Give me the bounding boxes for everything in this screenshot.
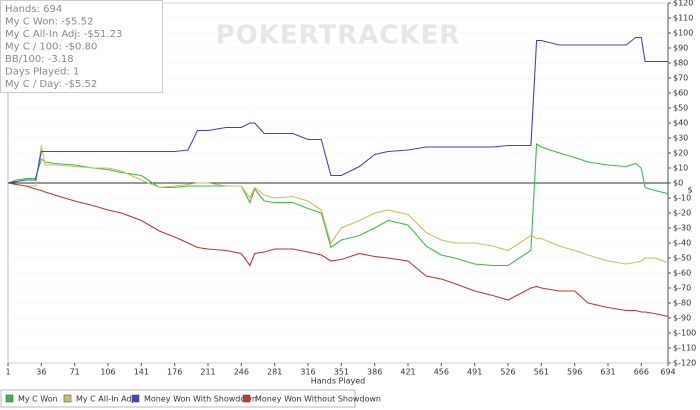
x-tick-label: 351 [334,368,349,377]
legend-swatch [5,394,14,403]
y-tick-label: $30 [673,134,688,143]
x-tick-label: 491 [467,368,482,377]
stat-line: My C Won: -$5.52 [5,17,93,28]
x-tick-label: 36 [36,368,46,377]
y-tick-label: $50 [673,104,688,113]
legend-label: My C Won [18,395,58,404]
y-tick-label: $-70 [673,284,691,293]
y-tick-label: $-90 [673,314,691,323]
stat-line: My C / 100: -$0.80 [5,42,97,53]
y-tick-label: $-10 [673,194,691,203]
x-tick-label: 316 [300,368,315,377]
x-tick-label: 71 [70,368,80,377]
x-tick-label: 281 [267,368,282,377]
x-tick-label: 666 [634,368,649,377]
y-tick-label: $40 [673,119,688,128]
x-tick-label: 386 [367,368,382,377]
y-tick-label: $110 [673,14,693,23]
legend-swatch [242,394,251,403]
x-tick-label: 176 [167,368,182,377]
series-line [7,145,669,265]
y-axis-title: $ [687,186,692,195]
stats-box [0,0,163,93]
x-tick-label: 1 [5,368,10,377]
x-tick-label: 421 [400,368,415,377]
y-tick-label: $90 [673,44,688,53]
stat-line: BB/100: -3.18 [5,54,74,65]
x-tick-label: 211 [200,368,215,377]
legend-label: Money Won With Showdown [144,395,257,404]
legend-swatch [63,394,72,403]
y-tick-label: $-40 [673,239,691,248]
y-tick-label: $-20 [673,209,691,218]
lines [7,2,669,364]
x-tick-label: 561 [534,368,549,377]
x-tick-label: 526 [500,368,515,377]
y-tick-label: $-100 [673,329,696,338]
stat-line: Days Played: 1 [5,67,79,78]
x-tick-label: 246 [234,368,249,377]
y-tick-label: $0 [673,179,683,188]
y-tick-label: $-110 [673,344,696,353]
x-tick-label: 106 [100,368,115,377]
legend-label: My C All-In Adj [76,395,134,404]
y-tick-label: $120 [673,0,693,8]
y-tick-label: $70 [673,74,688,83]
y-tick-label: $100 [673,29,693,38]
y-tick-label: $-60 [673,269,691,278]
series-line [7,143,669,267]
legend-box [0,389,356,408]
x-axis-title: Hands Played [311,377,365,386]
stat-line: My C All-In Adj: -$51.23 [5,29,122,40]
y-tick-label: $-120 [673,359,696,368]
x-tick-label: 141 [134,368,149,377]
x-tick-label: 631 [600,368,615,377]
stat-line: My C / Day: -$5.52 [5,79,97,90]
legend-swatch [131,394,140,403]
watermark: POKERTRACKER [216,21,461,51]
legend-label: Money Won Without Showdown [255,395,381,404]
y-tick-label: $10 [673,164,688,173]
y-tick-label: $80 [673,59,688,68]
x-tick-label: 456 [434,368,449,377]
y-tick-label: $60 [673,89,688,98]
y-tick-label: $20 [673,149,688,158]
y-tick-label: $-30 [673,224,691,233]
stat-line: Hands: 694 [5,4,62,15]
x-tick-label: 694 [660,368,675,377]
series-line [7,182,669,318]
series-line [7,36,668,184]
y-tick-label: $-50 [673,254,691,263]
y-tick-label: $-80 [673,299,691,308]
x-tick-label: 596 [567,368,582,377]
